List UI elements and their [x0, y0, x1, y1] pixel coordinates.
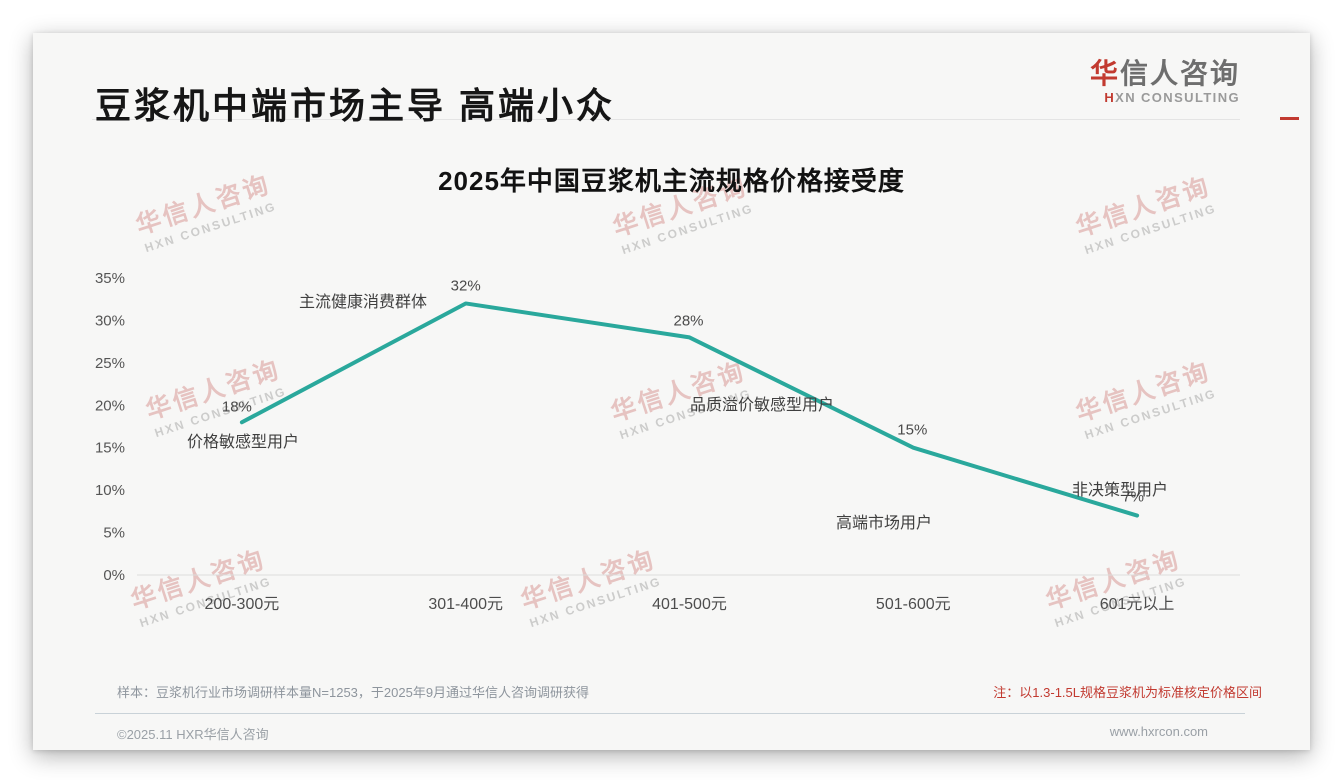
value-label: 32% [451, 277, 481, 294]
y-tick-label: 35% [95, 270, 125, 287]
price-acceptance-chart: 35% 30% 25% 20% 15% 10% 5% 0% 200-300元 301-400元 40… [95, 270, 1240, 613]
point-annotation: 品质溢价敏感型用户 [690, 396, 834, 414]
y-tick-label: 20% [95, 397, 125, 414]
point-annotation: 价格敏感型用户 [187, 433, 299, 451]
point-annotation: 非决策型用户 [1072, 481, 1168, 499]
copyright-text: ©2025.11 HXR华信人咨询 [117, 727, 269, 742]
sample-note: 样本：豆浆机行业市场调研样本量N=1253，于2025年9月通过华信人咨询调研获… [117, 685, 590, 700]
x-tick-label: 301-400元 [428, 596, 503, 613]
price-range-note: 注：以1.3-1.5L规格豆浆机为标准核定价格区间 [993, 685, 1262, 700]
x-tick-label: 501-600元 [876, 596, 951, 613]
logo-zh-text: 华信人咨询 [1090, 59, 1240, 88]
website-url: www.hxrcon.com [1109, 724, 1208, 739]
y-tick-label: 0% [103, 567, 125, 584]
footer-divider [95, 713, 1245, 714]
y-tick-label: 15% [95, 440, 125, 457]
x-tick-label: 200-300元 [205, 596, 280, 613]
y-tick-label: 30% [95, 312, 125, 329]
value-label: 15% [897, 422, 927, 439]
y-tick-label: 5% [103, 525, 125, 542]
logo-en-accent: H [1104, 90, 1116, 106]
chart-title: 2025年中国豆浆机主流规格价格接受度 [438, 166, 905, 196]
acceptance-line [239, 301, 1140, 518]
page-title: 豆浆机中端市场主导 高端小众 [95, 85, 616, 126]
slide-card: 豆浆机中端市场主导 高端小众 华信人咨询 HXN CONSULTING 2025… [33, 33, 1310, 750]
point-annotation: 高端市场用户 [836, 514, 932, 532]
value-label: 18% [222, 398, 252, 415]
y-tick-label: 10% [95, 482, 125, 499]
logo-zh-accent: 华 [1089, 58, 1120, 89]
value-label: 28% [673, 312, 703, 329]
logo-zh-rest: 信人咨询 [1119, 58, 1240, 89]
header-red-accent-dash [1280, 117, 1299, 120]
logo-en-text: HXN CONSULTING [1090, 90, 1240, 105]
y-tick-label: 25% [95, 355, 125, 372]
point-annotation: 主流健康消费群体 [299, 293, 427, 311]
x-tick-label: 601元以上 [1100, 595, 1175, 613]
header-divider [92, 119, 1240, 120]
logo-en-rest: XN CONSULTING [1115, 90, 1240, 106]
value-label: 7% [1122, 489, 1144, 506]
x-tick-label: 401-500元 [652, 596, 727, 613]
company-logo: 华信人咨询 HXN CONSULTING [1090, 59, 1240, 106]
